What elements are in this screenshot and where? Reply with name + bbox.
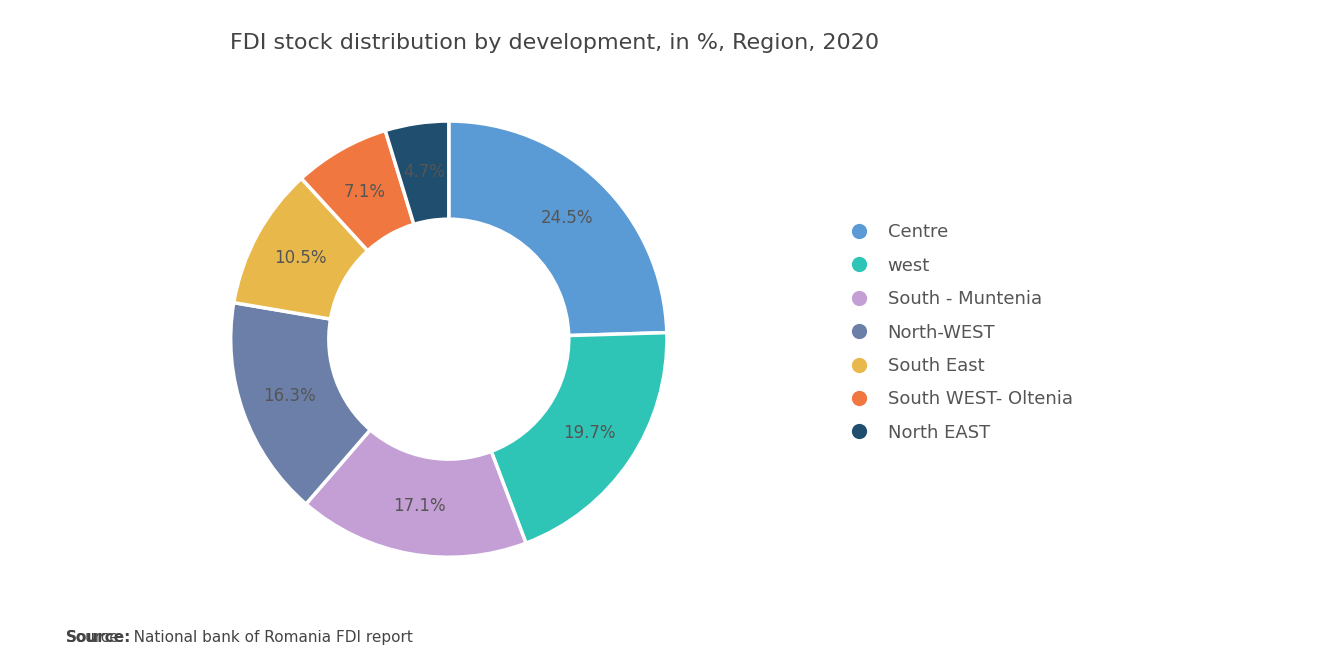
Text: Source:: Source: — [66, 630, 132, 645]
Text: FDI stock distribution by development, in %, Region, 2020: FDI stock distribution by development, i… — [230, 33, 879, 53]
Wedge shape — [231, 303, 370, 504]
Wedge shape — [306, 430, 525, 557]
Text: 10.5%: 10.5% — [275, 249, 326, 267]
Text: 4.7%: 4.7% — [403, 163, 445, 181]
Text: 16.3%: 16.3% — [264, 387, 315, 405]
Text: 24.5%: 24.5% — [540, 209, 593, 227]
Text: 19.7%: 19.7% — [564, 424, 615, 442]
Wedge shape — [234, 178, 368, 319]
Legend: Centre, west, South - Muntenia, North-WEST, South East, South WEST- Oltenia, Nor: Centre, west, South - Muntenia, North-WE… — [841, 223, 1073, 442]
Text: 7.1%: 7.1% — [345, 184, 385, 201]
Wedge shape — [301, 130, 414, 251]
Text: 17.1%: 17.1% — [393, 497, 445, 515]
Wedge shape — [385, 121, 449, 224]
Text: Source:  National bank of Romania FDI report: Source: National bank of Romania FDI rep… — [66, 630, 413, 645]
Wedge shape — [449, 121, 667, 336]
Wedge shape — [491, 332, 667, 543]
